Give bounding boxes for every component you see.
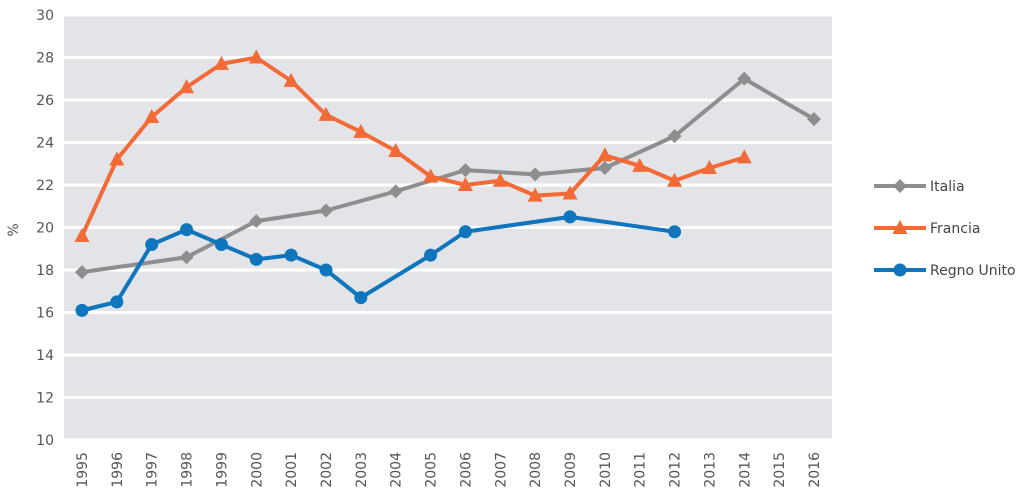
series-italia [75,71,821,280]
data-point-italia [597,161,612,175]
data-point-regno-unito [284,248,298,262]
x-tick-label: 2006 [458,452,474,488]
data-point-francia [74,228,90,242]
x-tick-label: 2011 [633,452,649,488]
y-tick-label: 30 [36,8,54,24]
y-tick-label: 16 [36,306,54,322]
data-point-francia [283,72,299,87]
x-tick-label: 2013 [702,452,718,488]
data-point-regno-unito [214,238,228,251]
legend-label: Regno Unito [930,263,1016,279]
data-point-regno-unito [249,252,263,266]
x-tick-label: 2000 [249,452,265,488]
data-point-francia [179,79,195,94]
x-tick-label: 2016 [807,452,823,488]
x-tick-label: 2007 [493,452,509,488]
x-tick-label: 2010 [598,452,614,488]
data-point-regno-unito [75,303,89,317]
legend-label: Francia [930,221,980,237]
data-point-regno-unito [458,225,472,239]
data-point-francia [736,149,752,164]
data-point-francia [144,109,160,123]
data-point-italia [807,112,821,127]
y-axis-label: % [6,223,22,236]
legend-marker-diamond-icon [893,179,907,193]
data-point-francia [527,187,543,202]
data-point-francia [213,55,229,70]
data-point-regno-unito [563,210,577,224]
data-point-italia [75,265,89,280]
x-tick-label: 2009 [563,452,579,488]
data-point-italia [458,163,473,178]
x-tick-label: 2002 [319,452,335,488]
data-point-regno-unito [180,223,194,237]
x-tick-label: 2015 [772,452,788,488]
legend-item-italia: Italia [874,179,965,195]
data-point-francia [597,147,613,162]
data-point-regno-unito [424,248,438,262]
x-tick-label: 1996 [110,452,126,488]
x-tick-label: 1995 [75,452,91,488]
legend-label: Italia [930,179,965,195]
data-point-francia [667,172,683,187]
y-tick-label: 14 [36,348,54,364]
data-point-italia [319,203,333,218]
data-point-francia [701,160,717,174]
data-point-francia [492,172,508,187]
data-point-italia [737,71,752,86]
y-tick-label: 22 [36,178,54,194]
data-point-italia [249,214,264,229]
data-point-francia [562,185,578,200]
legend-marker-triangle-icon [892,220,908,234]
x-tick-label: 2008 [528,452,544,488]
y-tick-label: 28 [36,51,54,67]
x-tick-label: 1998 [180,452,196,488]
data-point-regno-unito [110,295,124,309]
legend-item-francia: Francia [874,220,980,237]
x-tick-label: 2001 [284,452,300,488]
y-tick-label: 18 [36,263,54,279]
data-point-italia [388,184,403,199]
y-tick-label: 26 [36,93,54,109]
data-point-francia [318,106,334,121]
data-point-regno-unito [354,291,368,305]
x-tick-label: 2012 [668,452,684,488]
series-regno-unito [75,210,682,317]
data-point-francia [353,123,369,138]
x-tick-label: 2005 [424,452,440,488]
data-point-italia [667,129,682,144]
data-point-francia [388,143,404,157]
x-tick-label: 2003 [354,452,370,488]
x-tick-label: 1999 [214,452,230,488]
data-point-francia [632,157,648,172]
data-point-regno-unito [668,225,682,239]
data-point-regno-unito [319,263,333,277]
data-point-francia [248,49,264,64]
x-tick-label: 2004 [389,452,405,488]
x-tick-label: 2014 [737,452,753,488]
y-tick-label: 20 [36,221,54,237]
y-tick-label: 10 [36,433,54,449]
x-tick-label: 1997 [145,452,161,488]
legend-marker-circle-icon [893,263,907,277]
y-tick-label: 12 [36,391,54,407]
series-francia [74,49,752,242]
data-point-francia [423,168,439,183]
data-point-italia [528,167,543,182]
legend-item-regno-unito: Regno Unito [874,263,1016,279]
data-point-francia [457,177,473,191]
series-line-francia [80,55,745,237]
y-tick-label: 24 [36,136,54,152]
data-point-francia [109,151,125,166]
data-point-italia [179,250,194,265]
data-point-regno-unito [145,238,159,251]
